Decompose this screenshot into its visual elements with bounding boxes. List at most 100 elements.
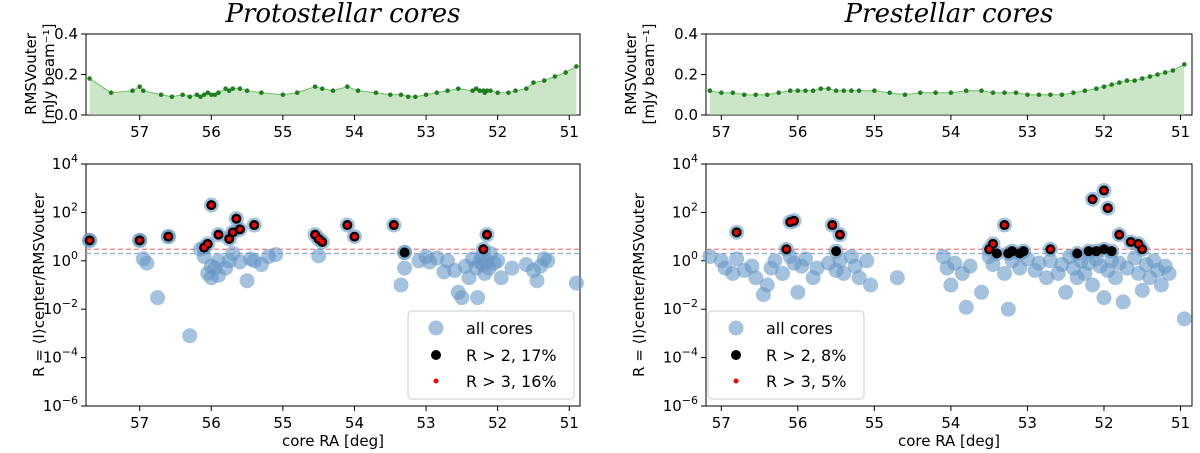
pre-top-y-ticks: 0.0 0.2 0.4 bbox=[674, 25, 706, 124]
proto-panel: Protostellar cores 0.00.20.4 57 56 55 54 53 5… bbox=[22, 0, 584, 450]
core-point bbox=[1107, 270, 1123, 286]
rms-point bbox=[345, 84, 350, 89]
x-tick-label: 51 bbox=[1171, 414, 1190, 432]
proto-top-plot: 0.0 0.2 0.4 57 56 55 54 53 52 51 RMSVouter [mJy … bbox=[22, 24, 581, 141]
core-gt3-point bbox=[226, 236, 232, 242]
core-point bbox=[748, 270, 764, 286]
core-point bbox=[1176, 311, 1192, 327]
rms-point bbox=[194, 92, 200, 98]
y-tick-label: 10−6 bbox=[43, 394, 78, 415]
pre-panel: Prestellar cores 0.00.20.4 57 56 55 54 53 52 5… bbox=[622, 0, 1193, 450]
core-gt3-point bbox=[344, 222, 350, 228]
proto-legend-label-gt3: R > 3, 16% bbox=[466, 372, 557, 391]
rms-point bbox=[108, 90, 114, 96]
rms-point bbox=[1109, 82, 1114, 87]
core-gt3-point bbox=[986, 246, 992, 252]
core-gt2-point bbox=[1018, 246, 1029, 257]
proto-top-ylabel: RMSVouter bbox=[22, 32, 40, 115]
pre-top-plot: 0.0 0.2 0.4 57 56 55 54 53 52 51 RMSVouter [mJy … bbox=[622, 24, 1193, 141]
core-point bbox=[239, 273, 255, 289]
x-tick-label: 54 bbox=[941, 414, 960, 432]
pre-legend-box bbox=[707, 310, 865, 400]
proto-bottom-ylabel: R = ⟨I⟩center/RMSVouter bbox=[30, 192, 48, 377]
rms-point bbox=[198, 94, 203, 100]
x-tick-label: 53 bbox=[1018, 414, 1037, 432]
core-gt3-point bbox=[1001, 222, 1008, 228]
rms-point bbox=[398, 92, 404, 98]
rms-point bbox=[330, 88, 336, 93]
y-tick-label: 104 bbox=[672, 152, 698, 173]
rms-point bbox=[803, 88, 808, 93]
x-tick-label: 53 bbox=[417, 414, 436, 432]
rms-point bbox=[833, 88, 839, 93]
rms-point bbox=[169, 94, 175, 100]
rms-point bbox=[787, 88, 793, 93]
core-point bbox=[947, 255, 963, 271]
core-gt3-point bbox=[312, 232, 318, 238]
pre-bottom-y-ticks: 104 102 100 10−2 10−4 10−6 bbox=[663, 152, 706, 415]
core-gt2-point bbox=[991, 248, 1002, 259]
rms-point bbox=[1059, 92, 1065, 98]
x-tick-label: 55 bbox=[865, 123, 884, 141]
pre-xlabel: core RA [deg] bbox=[898, 432, 1000, 450]
rms-point bbox=[707, 88, 713, 93]
rms-point bbox=[237, 86, 243, 91]
x-tick-label: 53 bbox=[1018, 123, 1037, 141]
rms-point bbox=[212, 92, 218, 98]
rms-point bbox=[413, 94, 418, 100]
proto-legend-label-gt2: R > 2, 17% bbox=[466, 346, 557, 365]
x-tick-label: 55 bbox=[273, 414, 292, 432]
pre-bottom-x-ticks: 57 56 55 54 53 52 51 bbox=[712, 406, 1190, 432]
rms-line bbox=[709, 63, 1185, 96]
rms-point bbox=[187, 94, 193, 100]
rms-point bbox=[524, 86, 529, 91]
rms-point bbox=[795, 88, 801, 93]
rms-point bbox=[574, 64, 579, 69]
rms-point bbox=[776, 90, 782, 96]
core-point bbox=[744, 258, 760, 274]
core-point bbox=[996, 265, 1012, 281]
rms-point bbox=[872, 88, 877, 93]
rms-point bbox=[856, 88, 862, 93]
rms-point bbox=[826, 86, 831, 91]
core-point bbox=[809, 260, 825, 276]
rms-point bbox=[137, 84, 142, 89]
core-gt2-point bbox=[399, 247, 410, 258]
rms-point bbox=[470, 88, 475, 93]
core-point bbox=[393, 277, 409, 293]
rms-point bbox=[484, 88, 490, 93]
core-point bbox=[1000, 301, 1016, 317]
x-tick-label: 57 bbox=[712, 414, 731, 432]
core-point bbox=[851, 270, 867, 286]
core-gt3-point bbox=[391, 222, 397, 228]
x-tick-label: 57 bbox=[712, 123, 731, 141]
core-gt2-point bbox=[1091, 246, 1102, 257]
rms-point bbox=[226, 88, 232, 93]
core-gt3-point bbox=[783, 246, 789, 252]
rms-point bbox=[990, 90, 996, 96]
y-tick-label: 10−6 bbox=[663, 394, 698, 415]
rms-point bbox=[1071, 90, 1076, 96]
rms-point bbox=[244, 88, 250, 93]
rms-point bbox=[963, 88, 969, 93]
core-point bbox=[863, 277, 879, 293]
core-point bbox=[311, 248, 327, 264]
core-gt3-point bbox=[1116, 232, 1122, 238]
pre-legend-label-all: all cores bbox=[766, 319, 833, 338]
rms-point bbox=[1036, 92, 1042, 98]
core-gt3-point bbox=[237, 226, 243, 232]
rms-point bbox=[933, 90, 938, 96]
rms-point bbox=[841, 88, 847, 93]
core-gt3-point bbox=[251, 222, 257, 228]
core-point bbox=[943, 277, 959, 293]
core-gt3-point bbox=[351, 234, 358, 240]
pre-legend-marker-gt3 bbox=[733, 378, 739, 384]
rms-point bbox=[1025, 92, 1030, 98]
rms-point bbox=[1155, 72, 1160, 77]
core-point bbox=[454, 290, 470, 306]
proto-xlabel: core RA [deg] bbox=[282, 432, 384, 450]
core-gt3-point bbox=[990, 241, 996, 247]
rms-point bbox=[488, 88, 493, 93]
proto-top-y-ticks: 0.0 0.2 0.4 bbox=[54, 25, 86, 124]
